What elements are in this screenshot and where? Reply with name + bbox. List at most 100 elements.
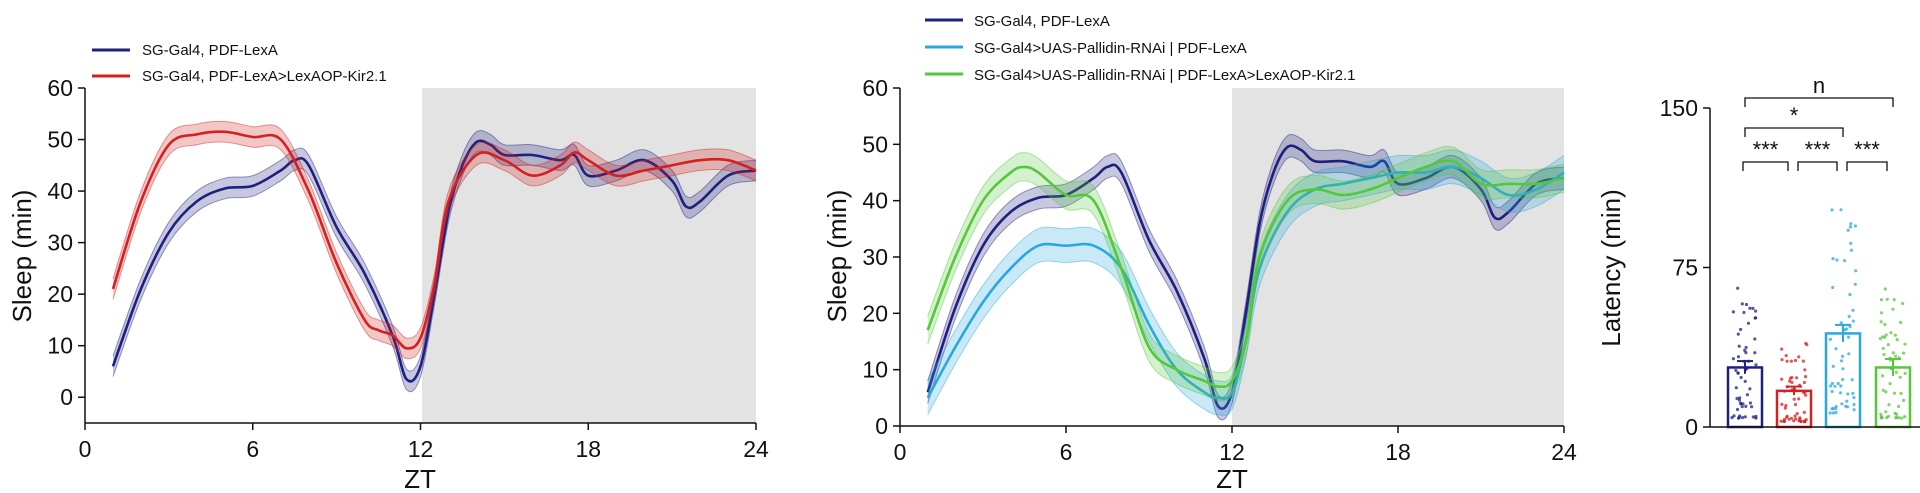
right-bar-0-point [1748, 387, 1752, 391]
middle-series-1-sem-band [927, 149, 1564, 416]
right-bar-2-point [1831, 285, 1835, 290]
right-bar-2-point [1847, 314, 1851, 319]
right-bar-2-point [1852, 396, 1856, 400]
middle-x-tick-label: 12 [1219, 439, 1245, 465]
middle-series-0-sem-upper [927, 133, 1565, 398]
left-series-1-line [111, 130, 757, 350]
left-legend-label-1: SG-Gal4, PDF-LexA>LexAOP-Kir2.1 [142, 68, 387, 85]
right-bar-3-point [1882, 335, 1887, 339]
right-bar-2-point [1839, 208, 1843, 212]
right-bar-3-point [1883, 322, 1887, 327]
right-bar-0-point [1736, 286, 1740, 290]
right-bar-1-point [1782, 417, 1787, 422]
right-bar-0-point [1737, 398, 1741, 402]
left-y-tick-label: 0 [60, 384, 73, 410]
middle-y-tick-label: 50 [862, 131, 888, 157]
right-bar-2-point [1852, 408, 1856, 412]
right-bar-2-point [1839, 359, 1844, 363]
left-x-tick-label: 24 [743, 436, 769, 462]
middle-y-tick-label: 60 [862, 75, 888, 101]
middle-series [926, 133, 1565, 421]
right-bar-3-point [1903, 342, 1907, 346]
right-bar-2-point [1839, 384, 1843, 388]
left-x-tick-label: 18 [575, 436, 601, 462]
right-bar-1-point [1784, 354, 1788, 358]
right-bar-2-point [1830, 389, 1834, 394]
middle-legend-label-0: SG-Gal4, PDF-LexA [974, 13, 1110, 30]
middle-y-tick-label: 10 [862, 357, 888, 383]
middle-series-2-line [926, 159, 1565, 389]
left-y-ticks: 0 10 20 30 40 50 60 [47, 75, 85, 410]
right-bar-2-point [1831, 406, 1835, 411]
right-bar-3-point [1884, 333, 1888, 337]
left-y-axis-label: Sleep (min) [7, 190, 37, 323]
right-bar-2-point [1849, 248, 1853, 252]
right-bar-0-point [1735, 407, 1740, 412]
right-bar-3-point [1885, 297, 1889, 301]
right-bar-1-point [1780, 377, 1784, 381]
right-bar-2-point [1831, 364, 1835, 368]
right-bar-2-point [1851, 391, 1855, 395]
right-bar-1-point [1785, 414, 1789, 418]
right-bar-1-point [1804, 393, 1808, 397]
right-bar-3-point [1881, 346, 1885, 350]
right-bar-2-point [1831, 257, 1835, 261]
middle-y-tick-label: 30 [862, 244, 888, 270]
right-bar-2-point [1854, 269, 1858, 273]
right-bar-1-point [1780, 402, 1784, 406]
middle-line-panel: 0 10 20 30 40 50 60 0 6 12 18 24 Sleep (min) ZT SG… [822, 13, 1577, 493]
middle-x-axis-label: ZT [1216, 464, 1248, 493]
right-bar-0-point [1750, 405, 1754, 409]
right-bar-3-point [1883, 287, 1887, 291]
right-bar-1-point [1780, 358, 1784, 362]
right-bar-1-point [1783, 406, 1787, 410]
right-y-ticks: 0 75 150 [1660, 95, 1710, 440]
right-significance: n**** *** *** [1742, 73, 1894, 171]
right-bar-0-point [1753, 351, 1757, 355]
right-bar-1-point [1803, 419, 1807, 423]
right-bar-3-point [1884, 410, 1888, 414]
right-y-tick-label: 0 [1685, 414, 1698, 440]
middle-series-0-sem-lower [927, 156, 1565, 421]
right-bar-1-point [1794, 417, 1798, 421]
right-bar-3-point [1895, 412, 1899, 416]
right-sig-bracket-1 [1744, 127, 1844, 137]
right-bar-3-point [1892, 298, 1896, 302]
middle-series-2-sem-lower [927, 174, 1565, 402]
right-bar-2-point [1848, 293, 1852, 297]
right-bar-2-point [1844, 404, 1848, 408]
right-bar-2-point [1850, 378, 1854, 382]
right-bar-3-point [1884, 390, 1888, 394]
right-bar-0-point [1731, 310, 1735, 314]
right-bar-2-point [1846, 228, 1850, 232]
right-bar-0-point [1734, 386, 1738, 390]
right-y-tick-label: 75 [1672, 255, 1698, 281]
right-bar-2-point [1851, 308, 1855, 312]
middle-legend-label-1: SG-Gal4>UAS-Pallidin-RNAi | PDF-LexA [974, 40, 1247, 57]
right-bar-3-point [1903, 371, 1907, 375]
right-bar-0-point [1748, 401, 1752, 405]
right-bar-3-point [1895, 338, 1899, 342]
right-bar-2-point [1828, 411, 1832, 415]
right-bar-1-point [1802, 410, 1806, 414]
right-bar-2-point [1834, 347, 1838, 351]
right-bar-3-point [1897, 416, 1901, 420]
right-bar-3-point [1881, 374, 1885, 378]
right-sig-label-0: n [1813, 73, 1825, 98]
middle-series-1-sem-upper [927, 149, 1565, 383]
right-bar-1-point [1805, 343, 1809, 347]
right-bar-2-point [1841, 367, 1845, 371]
right-bar-0-point [1740, 302, 1744, 306]
right-bar-1-point [1804, 375, 1808, 379]
right-bar-0-point [1753, 337, 1757, 341]
right-bar-1-point [1784, 404, 1788, 408]
middle-legend: SG-Gal4, PDF-LexA SG-Gal4>UAS-Pallidin-R… [925, 13, 1356, 84]
right-sig-bracket-3 [1797, 161, 1838, 171]
right-bar-2-point [1833, 407, 1838, 411]
left-series-1-sem-lower [112, 141, 757, 360]
right-bar-2-point [1846, 392, 1850, 396]
right-y-tick-label: 150 [1660, 95, 1698, 121]
middle-x-tick-label: 24 [1551, 439, 1577, 465]
